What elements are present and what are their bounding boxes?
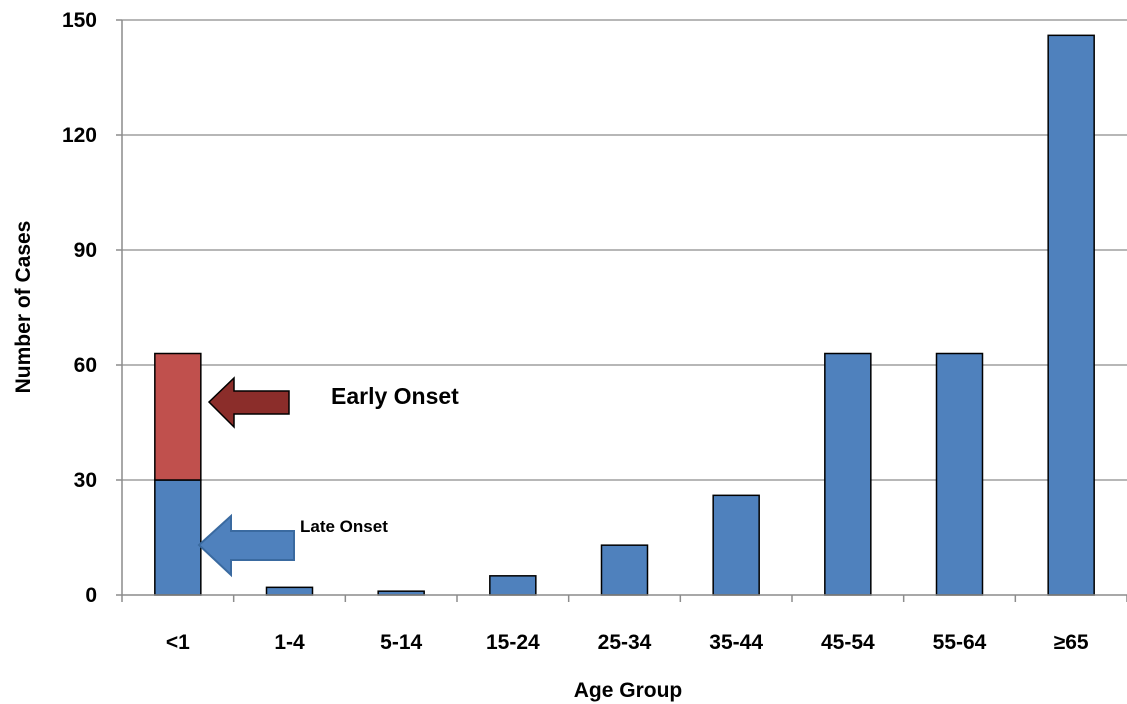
y-tick-label: 120 (62, 124, 97, 147)
bars (154, 34, 1095, 596)
x-tick-label: 1-4 (274, 631, 305, 654)
bar-blue-4 (600, 544, 649, 596)
bar-blue-7 (935, 352, 984, 596)
bar-blue-8 (1047, 34, 1095, 596)
x-tick-labels: <1 1-4 5-14 15-24 25-34 35-44 45-54 55-64 ≥65 (166, 631, 1089, 654)
bar-red-0 (154, 352, 202, 481)
x-tick-label: 25-34 (598, 631, 652, 654)
bar-blue-0 (154, 479, 202, 596)
x-tick-label: ≥65 (1054, 631, 1089, 654)
x-tick-label: 55-64 (933, 631, 987, 654)
bar-blue-6 (824, 352, 872, 596)
y-tick-labels: 0 30 60 90 120 150 (62, 9, 97, 607)
x-tick-label: <1 (166, 631, 190, 654)
late-onset-label: Late Onset (300, 517, 388, 536)
early-onset-label: Early Onset (331, 383, 459, 409)
y-tick-label: 30 (74, 469, 97, 492)
y-tick-label: 150 (62, 9, 97, 32)
x-axis-title: Age Group (574, 679, 683, 702)
x-tick-label: 45-54 (821, 631, 875, 654)
axes (116, 19, 1127, 602)
bar-blue-1 (265, 586, 314, 596)
bar-blue-5 (712, 494, 760, 596)
y-tick-label: 60 (74, 354, 97, 377)
bar-blue-3 (489, 575, 537, 596)
early-onset-arrow-icon (207, 376, 290, 429)
x-tick-label: 15-24 (486, 631, 540, 654)
y-tick-label: 0 (85, 584, 97, 607)
x-tick-label: 5-14 (380, 631, 422, 654)
late-onset-arrow-icon (197, 513, 295, 578)
y-axis-title: Number of Cases (12, 221, 35, 394)
x-tick-label: 35-44 (709, 631, 763, 654)
y-tick-label: 90 (74, 239, 97, 262)
